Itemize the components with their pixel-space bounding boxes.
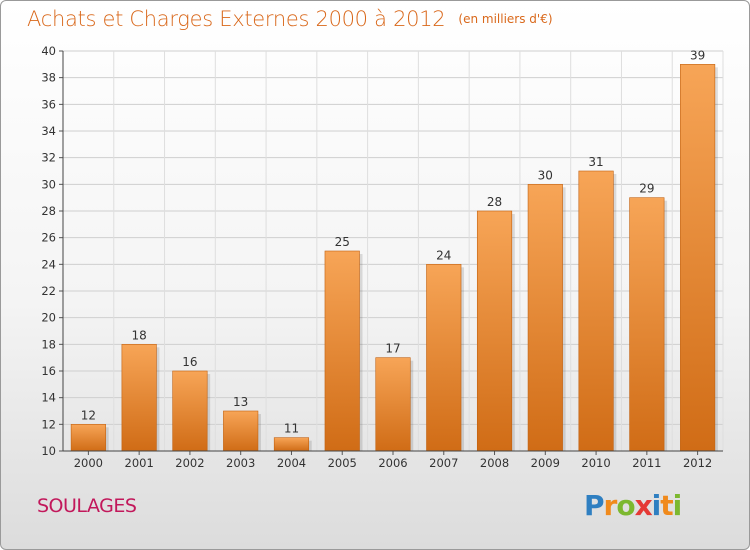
x-tick-label: 2012: [683, 456, 712, 470]
bar-2008: [476, 210, 513, 452]
x-tick-label: 2005: [328, 456, 357, 470]
y-tick-label: 18: [41, 337, 56, 351]
bar-2000: [70, 424, 106, 452]
y-tick-label: 28: [41, 204, 56, 218]
y-tick-label: 24: [41, 257, 56, 271]
y-tick-label: 34: [41, 124, 56, 138]
bar-2012: [680, 64, 716, 452]
x-tick-label: 2006: [378, 456, 407, 470]
x-tick-label: 2000: [74, 456, 103, 470]
logo-letter: x: [634, 489, 653, 522]
y-tick-label: 36: [41, 97, 56, 111]
y-tick-label: 12: [41, 417, 56, 431]
bar-2006: [375, 357, 411, 452]
data-label: 28: [487, 195, 502, 209]
data-label: 12: [81, 408, 96, 422]
bar-2011: [629, 197, 665, 452]
x-tick-label: 2010: [581, 456, 610, 470]
logo-letter: o: [616, 489, 635, 522]
x-tick-label: 2001: [125, 456, 154, 470]
x-tick-label: 2009: [531, 456, 560, 470]
y-tick-label: 14: [41, 391, 56, 405]
data-label: 16: [182, 355, 197, 369]
bar-2007: [426, 264, 462, 452]
y-tick-label: 30: [41, 177, 56, 191]
data-label: 25: [335, 235, 350, 249]
y-tick-label: 16: [41, 364, 56, 378]
logo-letter: P: [584, 489, 605, 522]
logo-letter: i: [672, 489, 683, 522]
x-tick-label: 2011: [632, 456, 661, 470]
commune-name: SOULAGES: [37, 495, 137, 517]
logo-letter: t: [660, 489, 673, 522]
data-label: 18: [132, 328, 147, 342]
logo-letter: r: [603, 489, 618, 522]
title-row: Achats et Charges Externes 2000 à 2012 (…: [27, 7, 553, 31]
bar-2001: [121, 344, 157, 452]
data-label: 29: [639, 182, 654, 196]
bar-2009: [527, 184, 563, 452]
data-label: 17: [385, 342, 400, 356]
data-label: 39: [690, 48, 705, 62]
y-tick-label: 22: [41, 284, 56, 298]
x-tick-label: 2008: [480, 456, 509, 470]
bar-2005: [324, 250, 360, 452]
y-tick-label: 26: [41, 231, 56, 245]
x-tick-label: 2003: [226, 456, 255, 470]
bar-2010: [578, 170, 614, 452]
bar-2002: [172, 370, 208, 452]
bar-2003: [223, 410, 259, 452]
chart-title: Achats et Charges Externes 2000 à 2012: [27, 7, 446, 31]
y-tick-label: 40: [41, 44, 56, 58]
data-label: 24: [436, 248, 451, 262]
bar-2004: [273, 437, 310, 452]
x-tick-label: 2002: [175, 456, 204, 470]
y-tick-label: 38: [41, 71, 56, 85]
proxiti-logo: Proxiti: [584, 489, 683, 522]
x-tick-label: 2007: [429, 456, 458, 470]
y-tick-label: 10: [41, 444, 56, 458]
bars: 12 18 16 13 11 25 17 24 28 30 31 29 39: [70, 48, 718, 452]
chart-unit: (en milliers d'€): [458, 12, 553, 26]
data-label: 11: [284, 422, 299, 436]
y-tick-label: 20: [41, 311, 56, 325]
data-label: 31: [588, 155, 603, 169]
data-label: 30: [538, 168, 553, 182]
axes: 10 12 14 16 18 20 22 24 26 28 30 32 34 36 38 40 2000 2001…: [41, 44, 723, 470]
data-label: 13: [233, 395, 248, 409]
y-tick-label: 32: [41, 151, 56, 165]
logo-letter: i: [651, 489, 662, 522]
x-tick-label: 2004: [277, 456, 306, 470]
